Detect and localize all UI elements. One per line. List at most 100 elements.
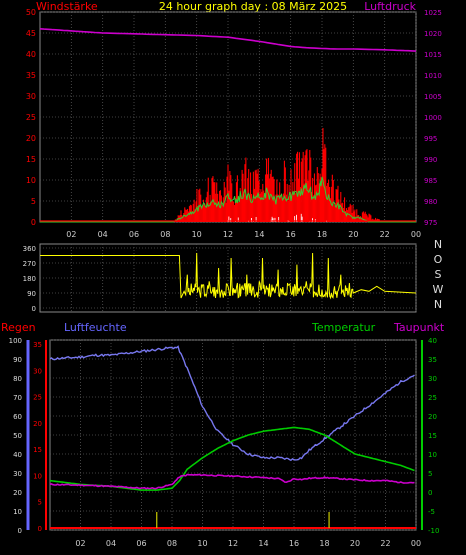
tick-compass: O — [434, 253, 443, 266]
tick-temperature: 30 — [428, 375, 437, 383]
tick-direction-deg: 0 — [32, 305, 36, 313]
tick-temperature: 10 — [428, 451, 437, 459]
tick-wind-speed: 35 — [26, 71, 36, 80]
tick-humidity: 60 — [13, 413, 22, 421]
tick-hour-bottom: 18 — [319, 539, 329, 548]
header-left-label: Windstärke — [36, 0, 98, 13]
tick-hour-bottom: 00 — [411, 539, 421, 548]
tick-temperature: 35 — [428, 356, 437, 364]
tick-compass: W — [433, 283, 444, 296]
tick-hour-top: 14 — [254, 230, 264, 239]
series-dewpoint — [49, 473, 415, 490]
tick-labels: 0510152025303540455097598098599099510001… — [9, 8, 444, 548]
series-wind-avg — [40, 176, 416, 223]
tick-wind-speed: 50 — [26, 8, 36, 17]
tick-hour-bottom: 14 — [258, 539, 268, 548]
tick-compass: N — [434, 238, 442, 251]
tick-wind-speed: 0 — [31, 218, 36, 227]
tick-hour-top: 22 — [380, 230, 390, 239]
tick-humidity: 80 — [13, 375, 22, 383]
chart-title: 24 hour graph day : 08 März 2025 — [159, 0, 347, 13]
tick-temperature: -10 — [428, 527, 439, 535]
tick-wind-speed: 10 — [26, 176, 36, 185]
tick-pressure: 1000 — [424, 114, 442, 122]
tick-hour-bottom: 02 — [75, 539, 85, 548]
series-pressure — [39, 28, 417, 52]
tick-pressure: 1010 — [424, 72, 442, 80]
legend-rain: Regen — [1, 321, 36, 334]
series-humidity — [49, 345, 415, 462]
tick-rain: 10 — [33, 472, 42, 480]
tick-temperature: 5 — [428, 470, 432, 478]
tick-rain: 25 — [33, 394, 42, 402]
tick-hour-top: 12 — [223, 230, 233, 239]
tick-compass: S — [435, 268, 442, 281]
tick-pressure: 1015 — [424, 51, 442, 59]
tick-hour-top: 16 — [286, 230, 296, 239]
tick-humidity: 40 — [13, 451, 22, 459]
tick-pressure: 1020 — [424, 30, 442, 38]
tick-wind-speed: 25 — [26, 113, 36, 122]
tick-pressure: 1025 — [424, 9, 442, 17]
tick-wind-speed: 45 — [26, 29, 36, 38]
tick-rain: 30 — [33, 367, 42, 375]
tick-rain: 20 — [33, 420, 42, 428]
tick-wind-speed: 15 — [26, 155, 36, 164]
tick-direction-deg: 180 — [23, 275, 36, 283]
tick-pressure: 975 — [424, 219, 437, 227]
tick-temperature: -5 — [428, 508, 435, 516]
header-right-label: Luftdruck — [364, 0, 416, 13]
tick-hour-bottom: 10 — [197, 539, 207, 548]
tick-humidity: 20 — [13, 489, 22, 497]
tick-hour-bottom: 20 — [350, 539, 360, 548]
tick-direction-deg: 270 — [23, 260, 36, 268]
tick-rain: 5 — [38, 499, 42, 507]
tick-pressure: 995 — [424, 135, 437, 143]
tick-direction-deg: 360 — [23, 245, 36, 253]
tick-temperature: 20 — [428, 413, 437, 421]
tick-hour-bottom: 12 — [228, 539, 238, 548]
tick-hour-top: 08 — [160, 230, 170, 239]
grid-lines — [26, 11, 423, 531]
tick-hour-top: 06 — [129, 230, 139, 239]
tick-rain: 15 — [33, 446, 42, 454]
tick-hour-bottom: 08 — [167, 539, 177, 548]
tick-wind-speed: 20 — [26, 134, 36, 143]
tick-pressure: 980 — [424, 198, 437, 206]
tick-wind-speed: 5 — [31, 197, 36, 206]
legend-humidity: Luftfeuchte — [64, 321, 127, 334]
tick-hour-top: 02 — [66, 230, 76, 239]
tick-pressure: 1005 — [424, 93, 442, 101]
tick-humidity: 50 — [13, 432, 22, 440]
tick-humidity: 90 — [13, 356, 22, 364]
tick-temperature: 15 — [428, 432, 437, 440]
tick-hour-bottom: 04 — [106, 539, 116, 548]
tick-hour-top: 10 — [192, 230, 202, 239]
tick-humidity: 0 — [18, 527, 22, 535]
tick-temperature: 0 — [428, 489, 432, 497]
tick-hour-top: 00 — [411, 230, 421, 239]
tick-wind-speed: 40 — [26, 50, 36, 59]
tick-humidity: 100 — [9, 337, 22, 345]
tick-rain: 35 — [33, 341, 42, 349]
tick-compass: N — [434, 298, 442, 311]
tick-direction-deg: 90 — [27, 290, 36, 298]
legend-temperature: Temperatur — [311, 321, 376, 334]
tick-rain: 0 — [38, 525, 42, 533]
tick-hour-top: 04 — [98, 230, 108, 239]
tick-humidity: 30 — [13, 470, 22, 478]
tick-temperature: 25 — [428, 394, 437, 402]
tick-temperature: 40 — [428, 337, 437, 345]
tick-pressure: 985 — [424, 177, 437, 185]
tick-hour-top: 18 — [317, 230, 327, 239]
series-lines — [39, 28, 417, 529]
tick-humidity: 70 — [13, 394, 22, 402]
tick-humidity: 10 — [13, 508, 22, 516]
tick-hour-bottom: 16 — [289, 539, 299, 548]
tick-hour-bottom: 22 — [380, 539, 390, 548]
tick-wind-speed: 30 — [26, 92, 36, 101]
legend-dewpoint: Taupunkt — [393, 321, 445, 334]
tick-pressure: 990 — [424, 156, 437, 164]
